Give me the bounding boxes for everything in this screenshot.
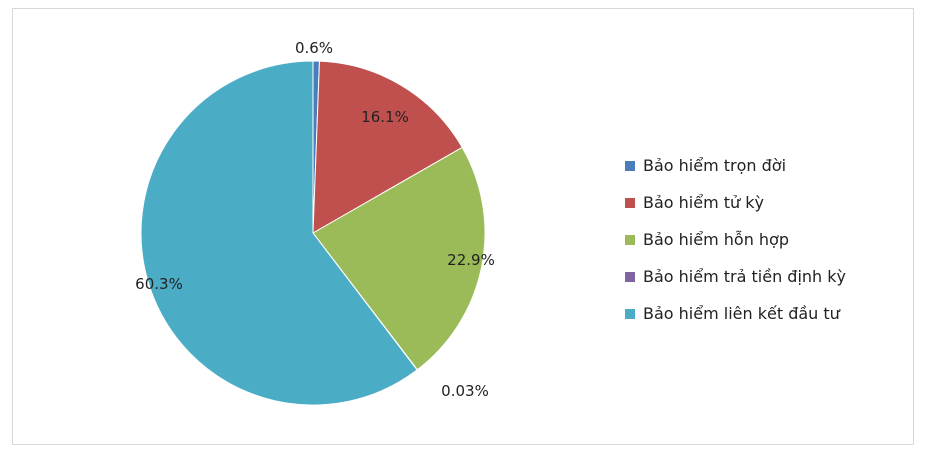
legend-item: Bảo hiểm liên kết đầu tư [625, 295, 915, 332]
legend-swatch [625, 197, 635, 208]
legend-swatch [625, 308, 635, 319]
legend-swatch [625, 234, 635, 245]
pie-slice-labels: 0.6% 16.1% 22.9% 0.03% 60.3% [135, 39, 495, 400]
slice-value-label: 22.9% [447, 251, 495, 269]
pie-chart: 0.6% 16.1% 22.9% 0.03% 60.3% [135, 39, 495, 406]
slice-value-label: 60.3% [135, 275, 183, 293]
legend-swatch [625, 160, 635, 171]
slice-value-label: 16.1% [361, 108, 409, 126]
legend-label: Bảo hiểm hỗn hợp [643, 230, 789, 249]
pie-slices [140, 60, 486, 406]
legend-item: Bảo hiểm trả tiền định kỳ [625, 258, 915, 295]
legend-swatch [625, 271, 635, 282]
legend-item: Bảo hiểm trọn đời [625, 147, 915, 184]
legend-item: Bảo hiểm tử kỳ [625, 184, 915, 221]
legend-item: Bảo hiểm hỗn hợp [625, 221, 915, 258]
slice-value-label: 0.6% [295, 39, 333, 57]
chart-frame: 0.6% 16.1% 22.9% 0.03% 60.3% Bảo hiểm trọn đ… [12, 8, 914, 445]
legend-label: Bảo hiểm trọn đời [643, 156, 787, 175]
legend: Bảo hiểm trọn đời Bảo hiểm tử kỳ Bảo hiể… [625, 147, 915, 332]
slice-value-label: 0.03% [441, 382, 489, 400]
legend-label: Bảo hiểm liên kết đầu tư [643, 304, 840, 323]
pie-slice [312, 60, 463, 234]
legend-label: Bảo hiểm tử kỳ [643, 193, 764, 212]
pie-slice [312, 146, 486, 371]
legend-label: Bảo hiểm trả tiền định kỳ [643, 267, 846, 286]
pie-slice [140, 60, 418, 406]
